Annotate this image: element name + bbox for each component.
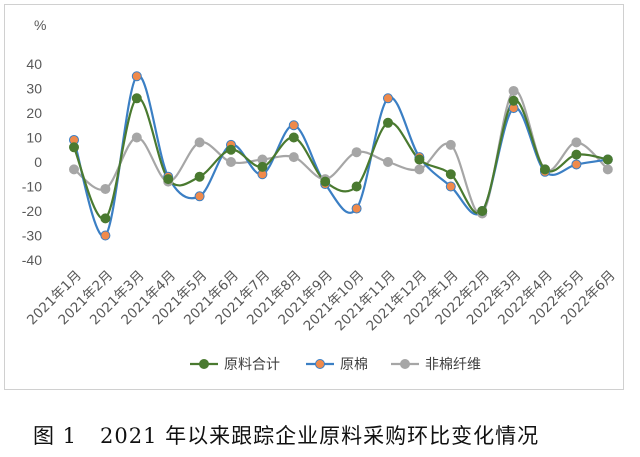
data-point [226,144,236,155]
data-point [571,149,582,160]
data-point [477,206,488,216]
data-point [602,154,613,165]
data-point [226,157,236,167]
y-tick-label: 10 [26,130,42,146]
y-tick-label: 40 [26,56,42,72]
legend-marker [199,359,209,369]
data-point [288,152,299,163]
y-tick-label: 20 [26,105,42,121]
series-line [73,89,609,216]
data-point [100,183,111,194]
data-point [571,159,582,170]
data-point [131,132,142,143]
data-point [194,137,205,148]
y-axis-unit-label: % [34,17,46,33]
data-point [257,161,268,172]
y-tick-label: -40 [22,252,42,268]
data-point [414,164,425,175]
legend-label: 非棉纤维 [425,356,481,373]
legend-label: 原棉 [340,356,368,373]
data-point [320,176,331,187]
data-point [194,191,205,202]
data-point [288,120,299,131]
y-tick-label: -30 [22,228,42,244]
y-tick-label: -10 [22,179,42,195]
data-point [383,93,393,104]
data-point [69,142,79,153]
data-point [414,154,425,165]
data-point [508,95,519,106]
y-tick-label: 0 [34,154,42,170]
data-point [508,85,519,96]
data-point [69,164,79,175]
data-point [445,169,456,180]
series-line [72,74,608,238]
data-point [602,164,613,175]
y-tick-label: -20 [22,203,42,219]
data-point [100,213,111,224]
data-point [383,157,393,167]
data-point [131,93,142,104]
chart-frame [4,4,624,390]
data-point [131,71,142,82]
data-point [571,137,582,148]
data-point [383,117,393,128]
data-point [351,181,362,192]
data-point [100,230,111,241]
data-point [194,171,205,182]
line-chart: %403020100-10-20-30-402021年1月2021年2月2021… [22,17,619,373]
data-point [445,139,456,150]
data-point [540,164,550,175]
legend-marker [400,359,410,369]
data-point [445,181,456,192]
figure-caption: 图 1 2021 年以来跟踪企业原料采购环比变化情况 [33,424,540,448]
y-tick-label: 30 [26,81,42,97]
data-point [288,132,299,143]
legend-marker [315,359,325,369]
data-point [351,203,362,214]
data-point [163,174,174,185]
data-point [351,147,362,158]
legend-label: 原料合计 [224,357,280,373]
